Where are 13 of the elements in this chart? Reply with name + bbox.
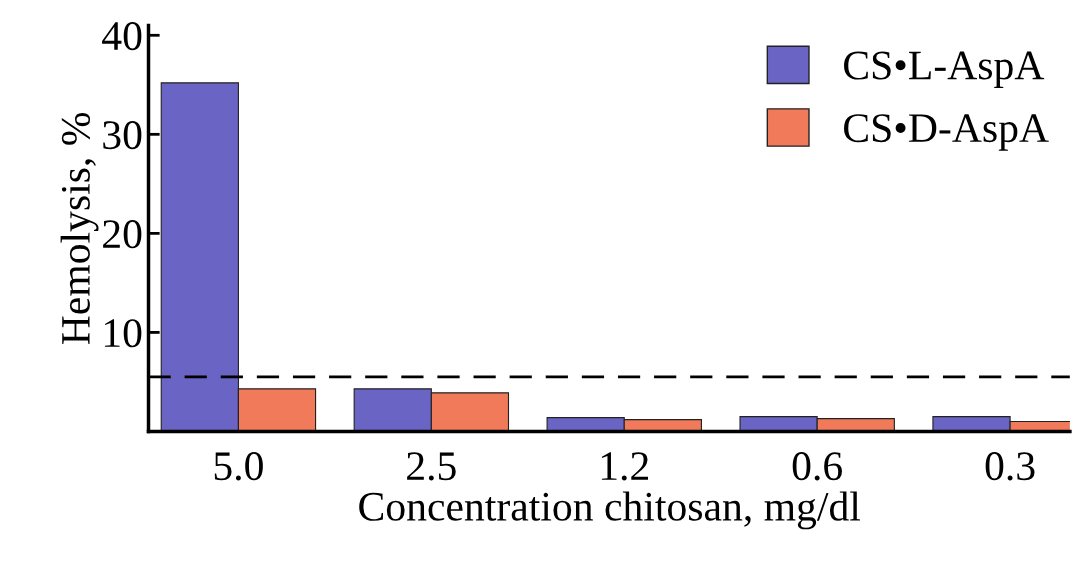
y-tick-label: 10 bbox=[104, 319, 142, 348]
y-tick-label: 30 bbox=[103, 121, 142, 150]
y-tick-label: 20 bbox=[103, 220, 142, 249]
x-axis-title: Concentration chitosan, mg/dl bbox=[359, 491, 861, 530]
x-tick-label: 1.2 bbox=[601, 452, 648, 481]
y-tick-label: 40 bbox=[102, 22, 142, 51]
legend-label: CS•L-AspA bbox=[844, 51, 1045, 88]
x-tick-label: 0.3 bbox=[985, 452, 1035, 481]
x-tick-label: 0.6 bbox=[792, 452, 842, 481]
legend-label: CS•D-AspA bbox=[844, 114, 1049, 151]
x-tick-label: 2.5 bbox=[407, 452, 456, 481]
x-tick-label: 5.0 bbox=[214, 452, 263, 481]
y-axis-title: Hemolysis, % bbox=[60, 112, 99, 345]
